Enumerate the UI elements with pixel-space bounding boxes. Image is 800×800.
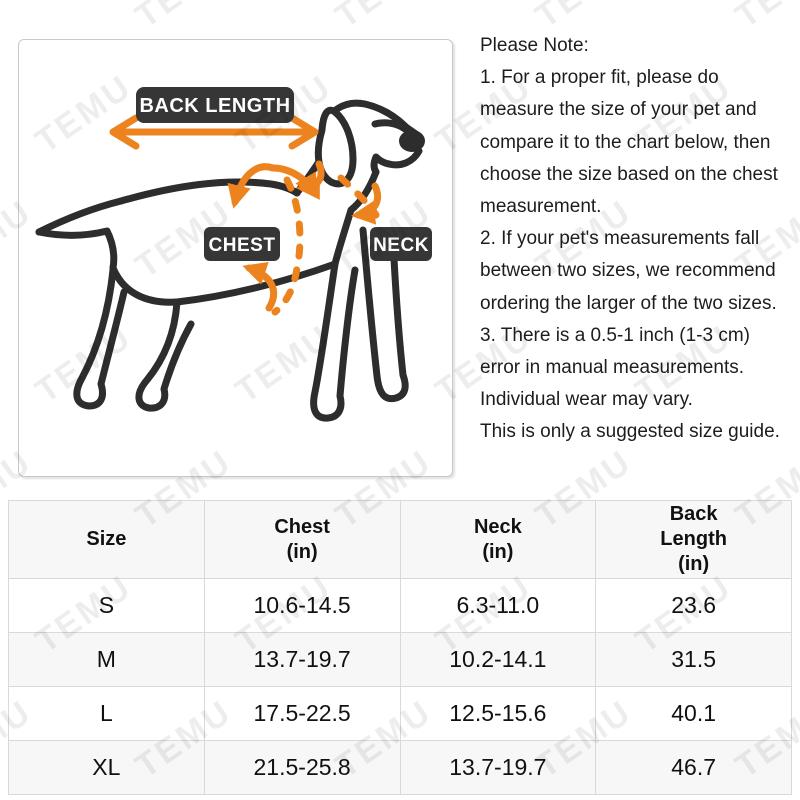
neck-pointer-arrow (351, 182, 382, 225)
note-line: 3. There is a 0.5-1 inch (1-3 cm) (480, 324, 750, 346)
note-line: measure the size of your pet and (480, 99, 757, 121)
measurement-guides (109, 114, 382, 316)
table-cell: S (8, 578, 205, 633)
column-header-size: Size (8, 500, 205, 579)
table-cell: 10.6-14.5 (203, 578, 401, 633)
note-line: compare it to the chart below, then (480, 131, 771, 153)
table-cell: L (8, 686, 205, 741)
table-row-m: M 13.7-19.7 10.2-14.1 31.5 (8, 632, 792, 687)
dog-nose (399, 130, 425, 152)
table-row-s: S 10.6-14.5 6.3-11.0 23.6 (8, 578, 792, 633)
table-cell: M (8, 632, 205, 687)
note-line: Individual wear may vary. (480, 389, 693, 411)
column-header-chest: Chest (in) (203, 500, 401, 579)
girth-arc-left-arrow (227, 163, 277, 209)
table-row-l: L 17.5-22.5 12.5-15.6 40.1 (8, 686, 792, 741)
table-cell: 40.1 (595, 686, 792, 741)
note-line: between two sizes, we recommend (480, 260, 776, 282)
table-cell: 13.7-19.7 (203, 632, 401, 687)
note-line: error in manual measurements. (480, 357, 744, 379)
back-length-label: BACK LENGTH (136, 87, 294, 123)
chest-label-text: CHEST (209, 235, 276, 256)
note-line: ordering the larger of the two sizes. (480, 292, 777, 314)
table-cell: 17.5-22.5 (203, 686, 401, 741)
table-cell: 31.5 (595, 632, 792, 687)
neck-label-text: NECK (373, 235, 429, 256)
withers-arrow (296, 160, 325, 200)
table-cell: XL (8, 740, 205, 795)
note-line: This is only a suggested size guide. (480, 421, 780, 443)
table-row-xl: XL 21.5-25.8 13.7-19.7 46.7 (8, 740, 792, 795)
table-cell: 46.7 (595, 740, 792, 795)
table-cell: 10.2-14.1 (399, 632, 597, 687)
column-header-neck: Neck (in) (399, 500, 597, 579)
neck-label: NECK (370, 227, 432, 261)
notes-title: Please Note: (480, 35, 589, 56)
table-cell: 21.5-25.8 (203, 740, 401, 795)
watermark-text: TEMU (129, 0, 240, 37)
column-header-back-length: Back Length (in) (595, 500, 792, 579)
note-line: measurement. (480, 196, 602, 218)
watermark-text: TEMU (329, 0, 440, 37)
note-line: choose the size based on the chest (480, 163, 778, 185)
chest-dashed-line (271, 176, 304, 316)
watermark-text: TEMU (0, 0, 40, 37)
table-cell: 13.7-19.7 (399, 740, 597, 795)
dog-measurement-diagram: BACK LENGTH CHEST NECK (18, 39, 453, 477)
back-length-arrow (109, 114, 319, 150)
chest-pointer-arrow (242, 262, 277, 312)
table-cell: 23.6 (595, 578, 792, 633)
size-chart-table: Size Chest (in) Neck (in) Back Length (i… (8, 500, 792, 795)
chest-label: CHEST (204, 227, 280, 261)
table-header-row: Size Chest (in) Neck (in) Back Length (i… (8, 500, 792, 579)
note-line: 2. If your pet's measurements fall (480, 228, 760, 250)
note-line: 1. For a proper fit, please do (480, 67, 719, 89)
back-length-label-text: BACK LENGTH (139, 95, 290, 117)
table-cell: 6.3-11.0 (399, 578, 597, 633)
table-cell: 12.5-15.6 (399, 686, 597, 741)
please-note-section: Please Note: 1. For a proper fit, please… (480, 30, 800, 449)
dog-illustration: BACK LENGTH CHEST NECK (35, 87, 432, 422)
